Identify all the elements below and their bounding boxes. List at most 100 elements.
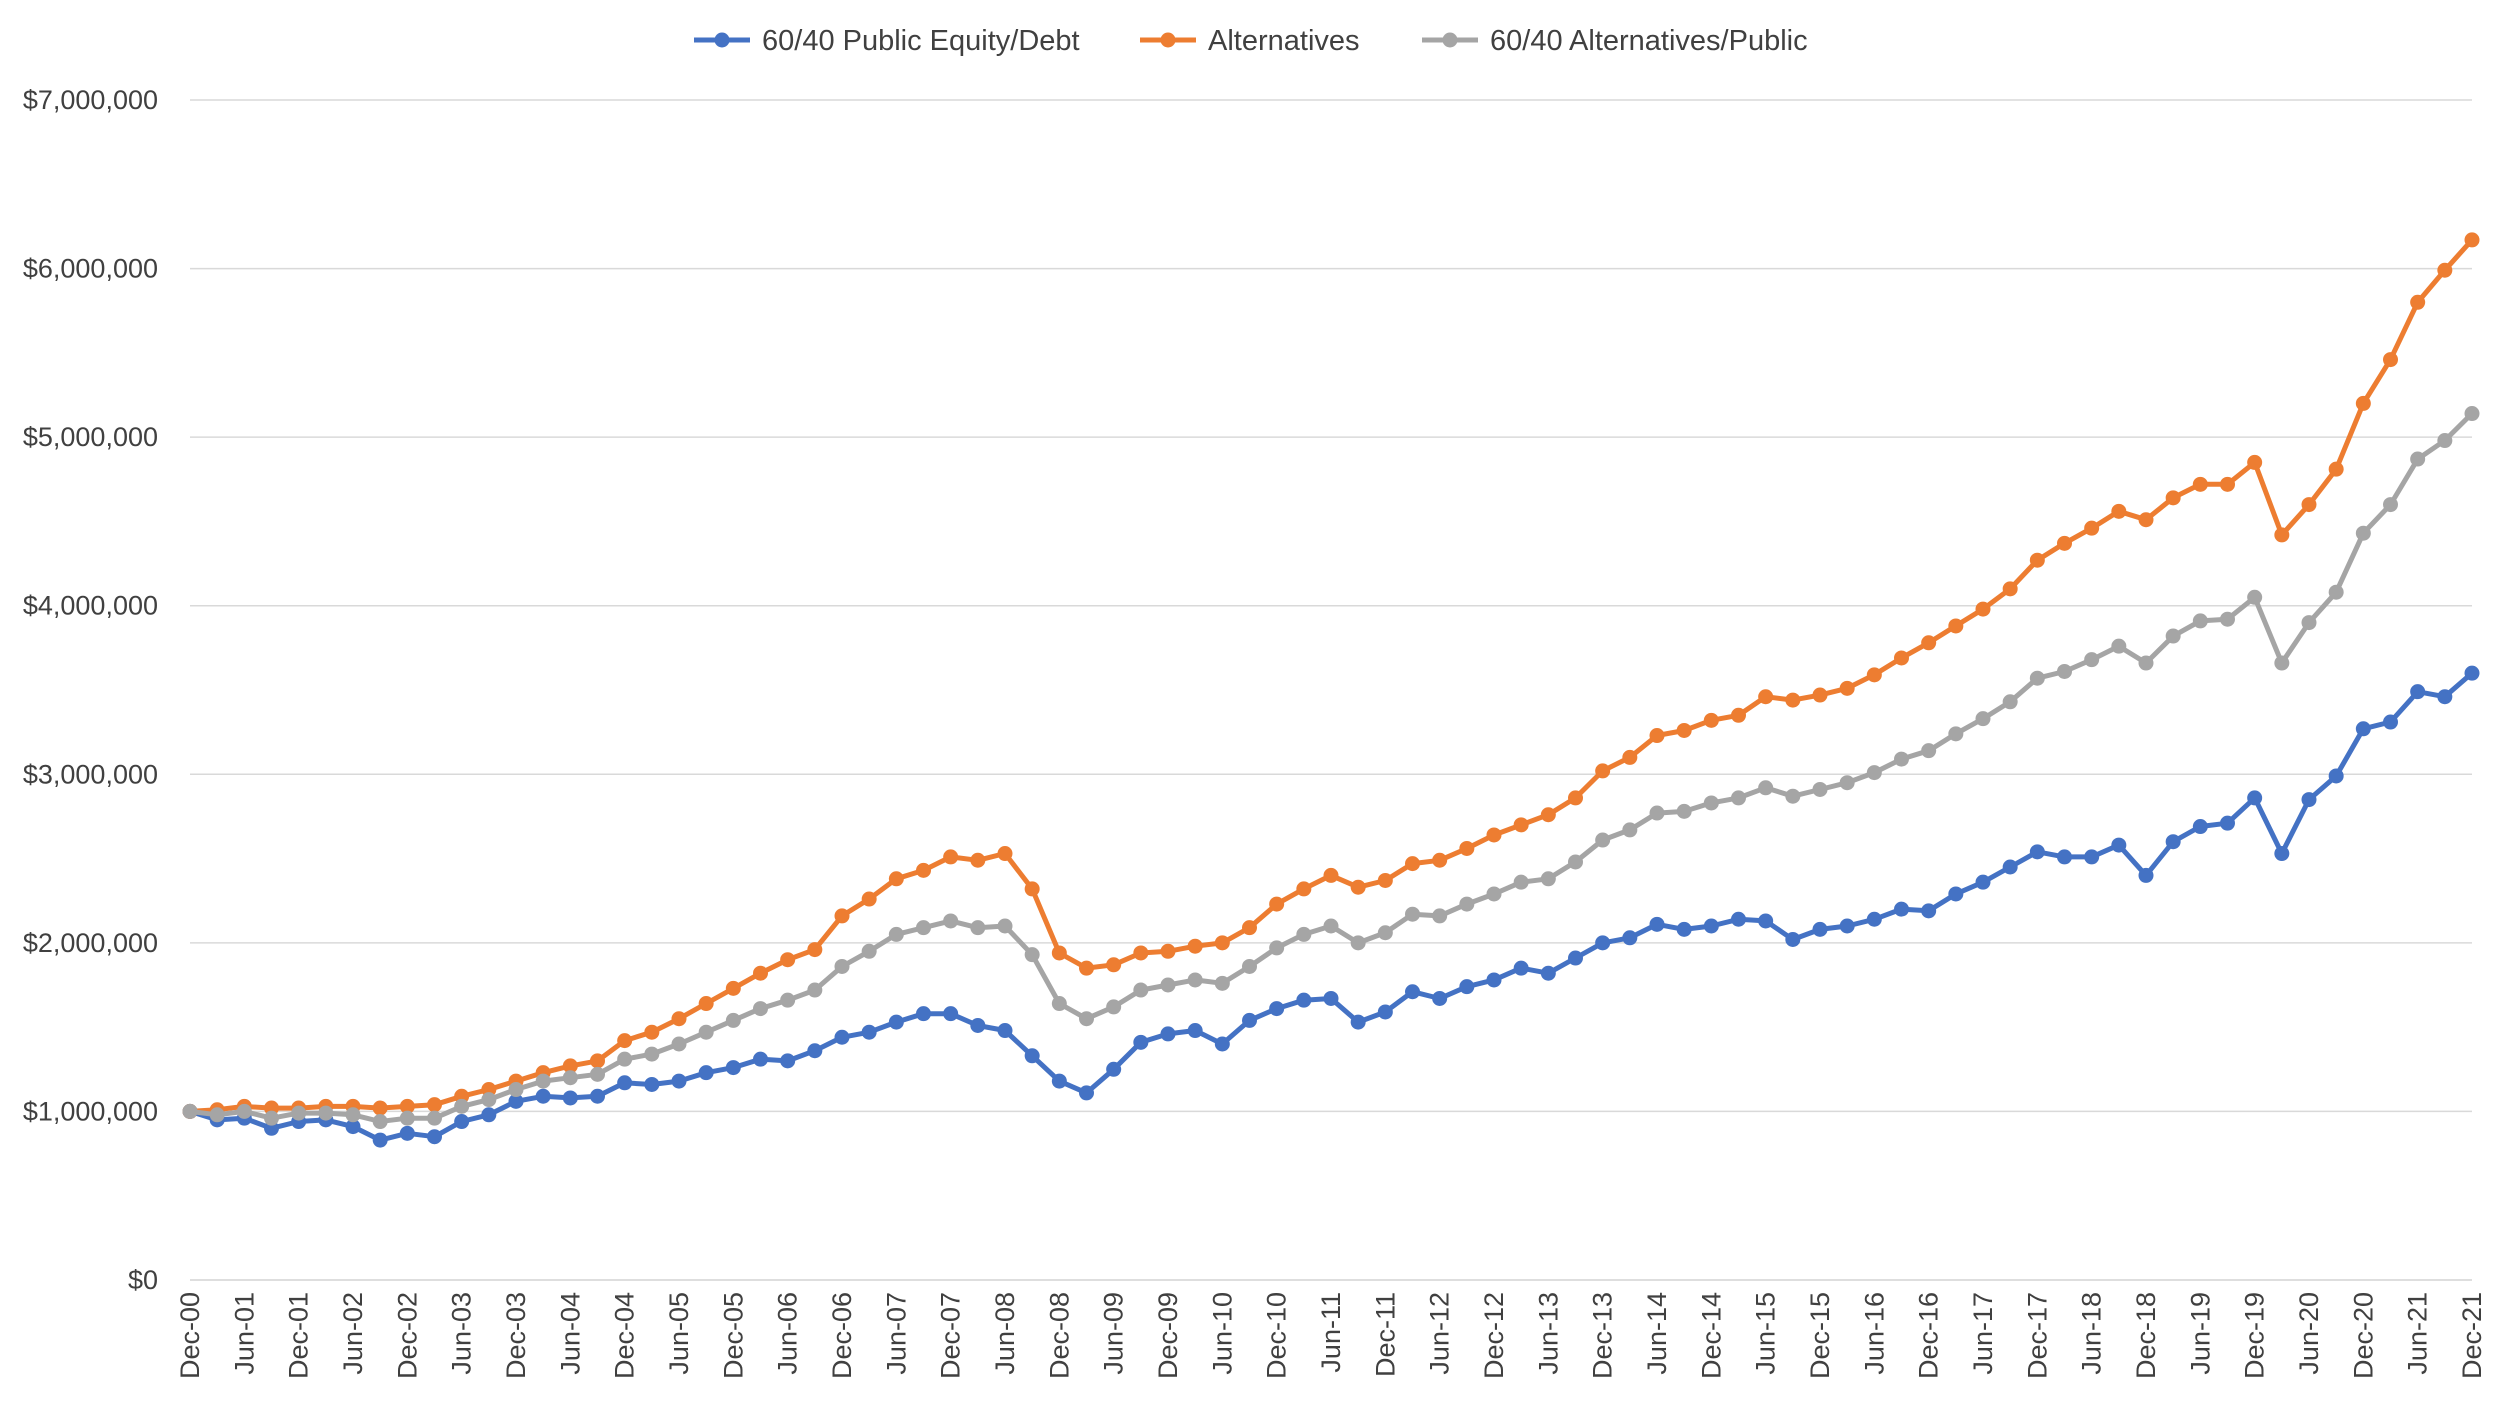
data-point (590, 1053, 605, 1069)
data-point (2192, 476, 2208, 492)
data-point (780, 952, 796, 968)
legend-label: Alternatives (1208, 25, 1360, 57)
x-tick-label: Jun-20 (2294, 1292, 2324, 1375)
data-point (2165, 490, 2181, 506)
data-point (1214, 935, 1230, 951)
data-point (399, 1125, 415, 1141)
x-tick-label: Jun-10 (1207, 1292, 1237, 1375)
data-point (2301, 497, 2317, 513)
data-point (1731, 911, 1746, 927)
data-point (780, 1053, 796, 1069)
y-tick-label: $3,000,000 (23, 759, 158, 789)
series-2 (182, 406, 2480, 1130)
data-point (562, 1058, 578, 1074)
data-point (1269, 896, 1285, 912)
data-point (1269, 1001, 1285, 1017)
data-point (2111, 638, 2127, 654)
data-point (753, 1051, 768, 1067)
data-point (725, 1060, 741, 1076)
data-point (1676, 803, 1692, 819)
data-point (508, 1082, 524, 1098)
x-tick-label: Dec-05 (718, 1292, 748, 1379)
data-point (1187, 1023, 1203, 1039)
data-point (1975, 874, 1991, 890)
data-point (1323, 918, 1339, 934)
data-point (970, 920, 986, 936)
data-point (1649, 728, 1665, 744)
data-point (2220, 815, 2235, 831)
data-point (1785, 931, 1801, 947)
data-point (1921, 903, 1937, 919)
data-point (1839, 918, 1855, 934)
data-point (1812, 687, 1828, 703)
data-point (1921, 743, 1937, 759)
data-point (508, 1093, 524, 1109)
data-point (1350, 1014, 1366, 1030)
legend-label: 60/40 Alternatives/Public (1490, 25, 1808, 57)
data-point (861, 943, 877, 959)
data-point (2410, 294, 2426, 310)
data-point (1133, 945, 1149, 961)
x-tick-label: Dec-03 (501, 1292, 531, 1379)
x-tick-label: Jun-05 (664, 1292, 694, 1375)
data-point (2328, 461, 2344, 477)
data-point (644, 1024, 660, 1040)
data-point (2138, 867, 2154, 883)
data-point (1703, 795, 1719, 811)
data-point (2247, 589, 2263, 605)
legend-item-0: 60/40 Public Equity/Debt (694, 25, 1080, 57)
data-point (1731, 707, 1746, 723)
data-point (861, 891, 877, 907)
data-point (1187, 972, 1203, 988)
data-point (2410, 451, 2426, 467)
data-point (1242, 920, 1257, 936)
data-point (1921, 635, 1937, 651)
data-point (1242, 958, 1257, 974)
data-point (1459, 896, 1475, 912)
y-tick-label: $5,000,000 (23, 422, 158, 452)
data-point (2084, 652, 2100, 668)
data-point (997, 918, 1013, 934)
legend-dot-marker (714, 32, 730, 48)
data-point (644, 1046, 660, 1062)
data-point (943, 1006, 959, 1022)
data-point (535, 1073, 551, 1089)
data-point (780, 992, 796, 1008)
data-point (427, 1110, 442, 1126)
data-point (916, 1006, 931, 1022)
data-point (970, 852, 986, 868)
data-point (834, 1029, 850, 1045)
data-point (1242, 1012, 1257, 1028)
x-tick-label: Jun-14 (1642, 1292, 1672, 1375)
data-point (698, 1065, 714, 1081)
x-tick-label: Dec-09 (1153, 1292, 1183, 1379)
data-point (2383, 497, 2398, 513)
data-point (2002, 694, 2018, 710)
gridlines (190, 99, 2472, 1281)
data-point (1269, 940, 1285, 956)
x-tick-label: Jun-04 (555, 1292, 585, 1375)
data-point (1051, 1073, 1067, 1089)
data-point (970, 1017, 986, 1033)
x-tick-label: Jun-19 (2185, 1292, 2215, 1375)
data-point (1405, 984, 1420, 1000)
data-point (1839, 680, 1855, 696)
data-point (2274, 655, 2290, 671)
data-point (2111, 837, 2127, 853)
data-point (590, 1088, 605, 1104)
data-point (2437, 262, 2453, 278)
data-point (1486, 827, 1502, 843)
data-point (2057, 663, 2072, 679)
data-point (454, 1114, 470, 1130)
data-point (2355, 721, 2371, 737)
data-point (2220, 476, 2235, 492)
data-point (644, 1076, 660, 1092)
x-tick-label: Dec-11 (1370, 1292, 1400, 1377)
x-tick-label: Dec-06 (827, 1292, 857, 1379)
x-tick-label: Jun-06 (773, 1292, 803, 1375)
data-point (1649, 805, 1665, 821)
data-point (590, 1066, 605, 1082)
data-point (997, 1023, 1013, 1039)
data-point (372, 1114, 388, 1130)
x-tick-label: Dec-07 (936, 1292, 966, 1379)
